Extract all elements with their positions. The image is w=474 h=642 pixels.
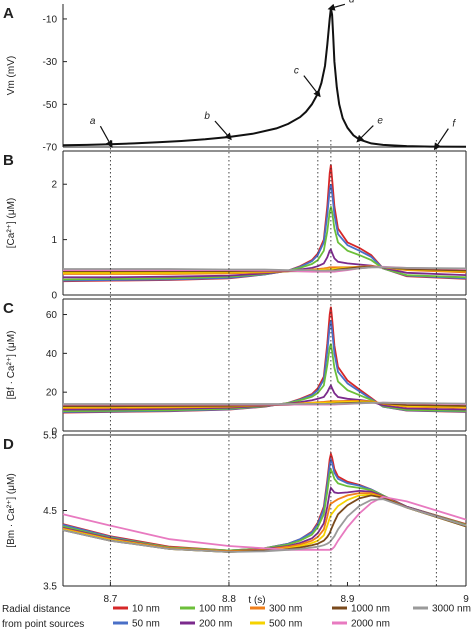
point-arrow [99, 125, 113, 148]
y-tick-label: 60 [46, 310, 58, 321]
panel-letter: B [3, 152, 14, 169]
legend-label: 1000 nm [351, 604, 390, 615]
legend-label: 300 nm [269, 604, 302, 615]
y-tick-label: 5.5 [43, 431, 57, 442]
legend-title: from point sources [2, 619, 84, 630]
series-line [62, 164, 467, 283]
legend-item: 50 nm [113, 619, 160, 630]
panel-letter: C [3, 300, 14, 317]
y-tick-label: 1 [51, 235, 57, 246]
legend-item: 500 nm [250, 619, 302, 630]
point-label: c [294, 66, 299, 77]
legend-item: 10 nm [113, 604, 160, 615]
series-line [63, 248, 467, 279]
x-tick-label: 9 [463, 594, 469, 605]
point-arrow [214, 120, 232, 141]
y-tick-label: -50 [43, 100, 58, 111]
y-axis-label: Vm (mV) [6, 56, 17, 95]
panel-letter: A [3, 5, 14, 22]
series-line [62, 498, 467, 553]
series-line [62, 494, 467, 553]
point-arrow [433, 128, 449, 151]
legend-item: 1000 nm [332, 604, 390, 615]
legend-item: 300 nm [250, 604, 302, 615]
legend-label: 50 nm [132, 619, 160, 630]
legend-label: 2000 nm [351, 619, 390, 630]
legend-item: 200 nm [180, 619, 232, 630]
series-line [62, 343, 467, 413]
panel-c: C 0 20 40 60 [Bf · Ca²⁺] (μM) [3, 298, 467, 438]
legend: Radial distance from point sources 10 nm 50… [2, 604, 471, 631]
legend-title: Radial distance [2, 604, 71, 615]
point-label: f [452, 119, 456, 130]
point-arrow [327, 3, 346, 11]
panel-a: A -10 -30 -50 -70 Vm (mV) [3, 4, 467, 154]
point-label: a [90, 116, 96, 127]
point-arrow [303, 75, 321, 98]
y-tick-label: -70 [43, 143, 58, 154]
y-tick-label: 3.5 [43, 582, 57, 593]
y-tick-label: -10 [43, 14, 58, 25]
series-line [62, 320, 467, 413]
legend-label: 100 nm [199, 604, 232, 615]
legend-item: 3000 nm [413, 604, 471, 615]
y-tick-label: 0 [51, 291, 57, 302]
legend-label: 200 nm [199, 619, 232, 630]
legend-item: 2000 nm [332, 619, 390, 630]
x-tick-label: 8.9 [341, 594, 355, 605]
point-label: e [377, 116, 383, 127]
x-tick-label: 8.7 [103, 594, 117, 605]
y-axis-label: [Bf · Ca²⁺] (μM) [6, 331, 17, 400]
legend-label: 10 nm [132, 604, 160, 615]
vm-trace [62, 8, 467, 148]
legend-label: 3000 nm [432, 604, 471, 615]
series-line [62, 306, 467, 414]
point-label: b [204, 111, 210, 122]
y-tick-label: 4.5 [43, 506, 57, 517]
y-tick-label: 0 [51, 427, 57, 438]
point-arrow [356, 125, 374, 143]
y-axis-label: [Ca²⁺] (μM) [6, 198, 17, 248]
panel-letter: D [3, 436, 14, 453]
legend-item: 100 nm [180, 604, 232, 615]
x-axis-label: t (s) [248, 595, 265, 606]
y-tick-label: 2 [51, 180, 57, 191]
legend-label: 500 nm [269, 619, 302, 630]
series-line [62, 495, 467, 551]
panel-d: D 3.5 4.5 5.5 [Bm · Ca²⁺] (μM) 8.7 8.8 8.9 9 t (s… [3, 431, 469, 607]
y-tick-label: 20 [46, 388, 58, 399]
point-label: d [349, 0, 355, 5]
series-line [62, 184, 467, 282]
x-tick-label: 8.8 [222, 594, 236, 605]
y-axis-label: [Bm · Ca²⁺] (μM) [6, 473, 17, 547]
series-line [63, 401, 467, 405]
series-line [62, 450, 467, 552]
panel-b: B 0 1 2 [Ca²⁺] (μM) [3, 150, 467, 302]
y-tick-label: -30 [43, 57, 58, 68]
series-line [63, 266, 467, 272]
y-tick-label: 40 [46, 349, 58, 360]
